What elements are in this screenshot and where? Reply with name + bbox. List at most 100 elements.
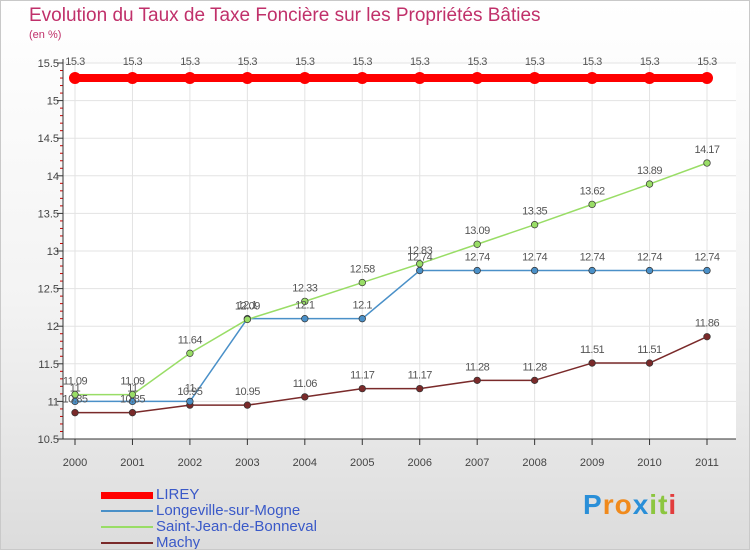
data-label: 11.28: [523, 361, 548, 373]
logo-letter: t: [658, 489, 669, 520]
x-tick-label: 2003: [235, 457, 259, 469]
y-tick-label: 13: [47, 246, 59, 258]
data-point: [128, 409, 137, 417]
x-tick-label: 2000: [63, 457, 87, 469]
series-line: [75, 162, 708, 396]
data-point: [301, 297, 309, 306]
data-point: [703, 333, 711, 341]
logo-letter: o: [614, 489, 633, 520]
data-label: 12.1: [238, 300, 258, 312]
legend-swatch: [101, 542, 153, 544]
data-point: [588, 359, 596, 367]
data-label: 10.85: [120, 394, 145, 406]
data-point: [416, 384, 424, 393]
data-label: 15.3: [525, 56, 545, 68]
legend-label: LIREY: [156, 486, 200, 503]
data-label: 12.74: [580, 252, 605, 264]
data-label: 12.74: [637, 252, 662, 264]
data-label: 15.3: [295, 56, 315, 68]
data-label: 11.51: [580, 344, 605, 356]
data-point: [358, 278, 366, 287]
data-label: 15.3: [123, 56, 143, 68]
data-label: 12.74: [407, 252, 432, 264]
data-point: [703, 266, 711, 275]
data-point: [358, 315, 366, 323]
data-label: 10.95: [177, 386, 202, 398]
data-label: 12.83: [407, 245, 432, 257]
data-point: [473, 266, 481, 275]
data-point: [358, 384, 366, 393]
logo-letter: i: [649, 489, 659, 520]
data-label: 15.3: [582, 56, 602, 68]
data-label: 12.74: [522, 252, 547, 264]
data-point: [186, 397, 194, 406]
data-label: 12.74: [694, 252, 719, 264]
data-point: [126, 72, 139, 85]
data-label: 11.09: [63, 376, 88, 388]
data-label: 13.09: [465, 225, 490, 237]
data-label: 15.3: [238, 56, 258, 68]
data-label: 15.3: [697, 56, 717, 68]
x-tick-label: 2001: [120, 457, 144, 469]
data-point: [528, 72, 541, 85]
data-point: [530, 266, 539, 275]
data-point: [530, 221, 539, 229]
data-point: [186, 349, 194, 357]
data-point: [588, 266, 596, 275]
x-tick-label: 2007: [465, 457, 489, 469]
data-point: [473, 240, 481, 248]
data-point: [301, 315, 309, 323]
legend-swatch: [101, 491, 153, 499]
data-label: 12.1: [353, 300, 373, 312]
legend-swatch: [101, 526, 153, 528]
x-tick-label: 2008: [522, 457, 546, 469]
data-point: [645, 266, 654, 275]
data-point: [416, 260, 424, 268]
data-label: 11.86: [695, 318, 720, 330]
data-point: [703, 159, 711, 167]
data-label: 11.09: [120, 376, 145, 388]
legend-label: Saint-Jean-de-Bonneval: [156, 518, 317, 535]
y-tick-label: 12: [47, 321, 59, 333]
data-label: 11.17: [350, 370, 375, 382]
data-point: [241, 72, 254, 85]
logo-letter: P: [583, 489, 603, 520]
data-point: [183, 72, 196, 85]
y-tick-label: 10.5: [38, 434, 59, 446]
data-label: 15.3: [65, 56, 85, 68]
y-tick-label: 14.5: [38, 133, 59, 145]
data-label: 15.3: [353, 56, 373, 68]
data-point: [413, 72, 426, 85]
data-point: [243, 315, 252, 324]
data-point: [701, 72, 713, 85]
data-point: [586, 72, 599, 85]
logo-letter: x: [632, 489, 650, 520]
x-tick-label: 2010: [637, 457, 661, 469]
data-label: 11.28: [465, 361, 490, 373]
data-label: 11.06: [293, 378, 318, 390]
data-label: 12.74: [465, 252, 490, 264]
y-tick-label: 11: [48, 396, 59, 408]
data-label: 12.1: [295, 300, 315, 312]
y-tick-label: 11.5: [38, 359, 59, 371]
x-tick-label: 2002: [178, 457, 202, 469]
y-tick-label: 12.5: [38, 284, 59, 296]
data-label: 11.17: [408, 370, 433, 382]
y-tick-label: 13.5: [38, 208, 59, 220]
chart-subtitle: (en %): [29, 29, 62, 41]
y-tick-label: 15: [47, 96, 59, 108]
data-point: [473, 376, 481, 384]
data-point: [416, 266, 424, 275]
legend-label: Longeville-sur-Mogne: [156, 502, 301, 519]
data-label: 15.3: [640, 56, 660, 68]
x-tick-label: 2005: [350, 457, 374, 469]
data-point: [645, 359, 654, 367]
x-tick-label: 2006: [407, 457, 431, 469]
logo-letter: r: [602, 489, 615, 520]
data-point: [71, 409, 79, 417]
chart-title: Evolution du Taux de Taxe Foncière sur l…: [29, 5, 541, 26]
data-label: 15.3: [467, 56, 487, 68]
data-label: 13.89: [637, 165, 662, 177]
legend-label: Machy: [156, 534, 201, 550]
